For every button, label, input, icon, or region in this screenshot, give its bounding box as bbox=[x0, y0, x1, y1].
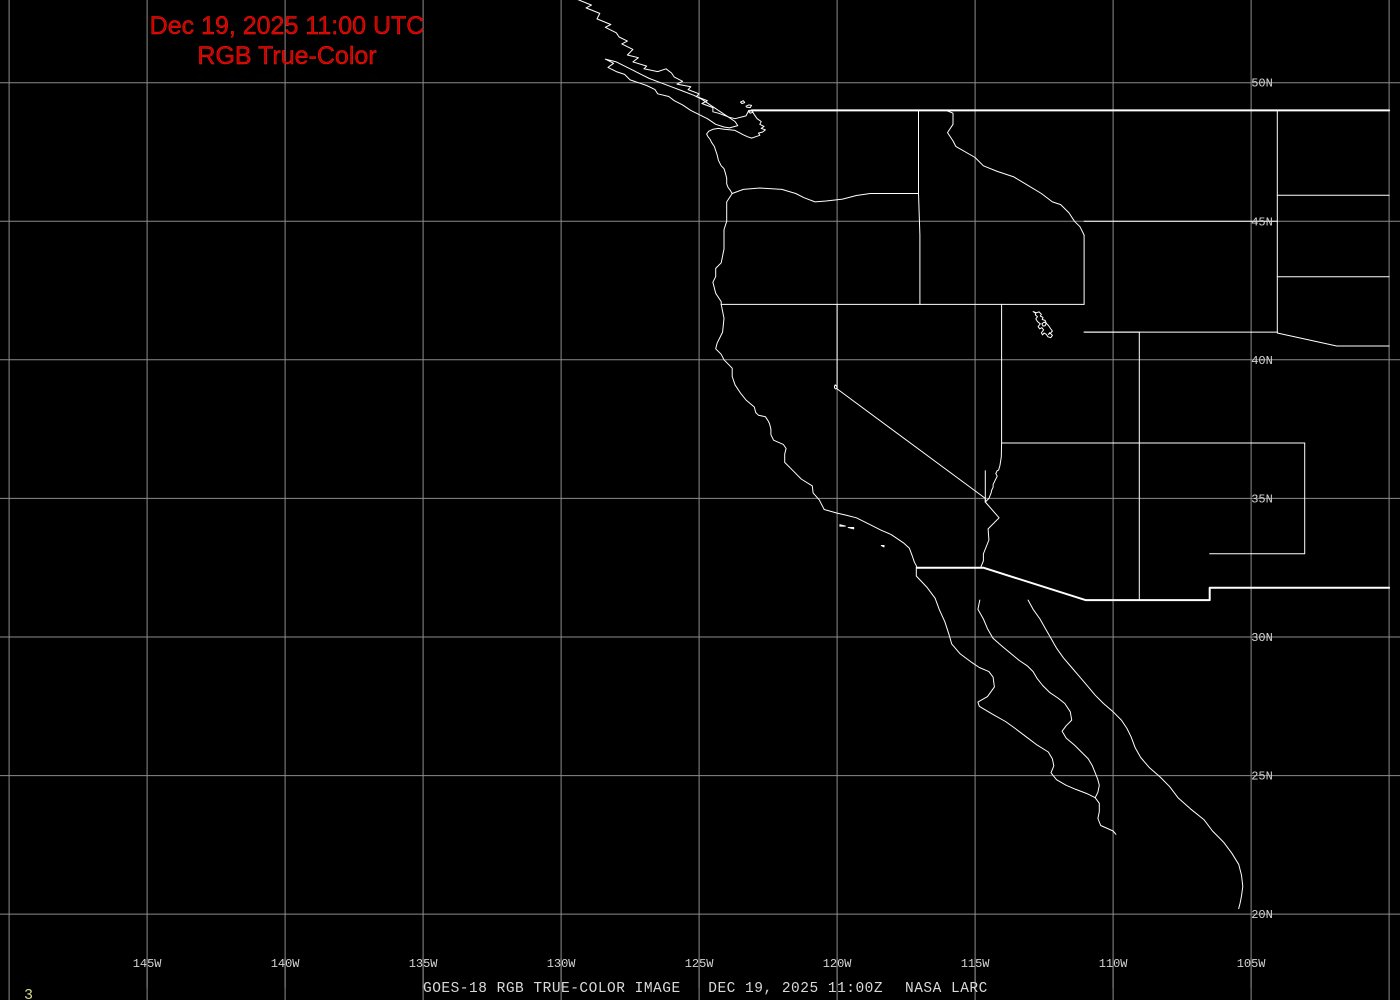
svg-text:25N: 25N bbox=[1251, 770, 1273, 784]
svg-text:45N: 45N bbox=[1251, 215, 1273, 229]
svg-text:145W: 145W bbox=[133, 957, 163, 971]
svg-text:130W: 130W bbox=[547, 957, 577, 971]
svg-text:40N: 40N bbox=[1251, 354, 1273, 368]
svg-text:140W: 140W bbox=[271, 957, 301, 971]
svg-text:110W: 110W bbox=[1099, 957, 1129, 971]
svg-text:30N: 30N bbox=[1251, 631, 1273, 645]
svg-text:105W: 105W bbox=[1237, 957, 1267, 971]
svg-text:35N: 35N bbox=[1251, 492, 1273, 506]
svg-text:125W: 125W bbox=[685, 957, 715, 971]
svg-text:135W: 135W bbox=[409, 957, 439, 971]
svg-text:20N: 20N bbox=[1251, 908, 1273, 922]
svg-text:120W: 120W bbox=[823, 957, 853, 971]
svg-text:115W: 115W bbox=[961, 957, 991, 971]
svg-text:50N: 50N bbox=[1251, 77, 1273, 91]
